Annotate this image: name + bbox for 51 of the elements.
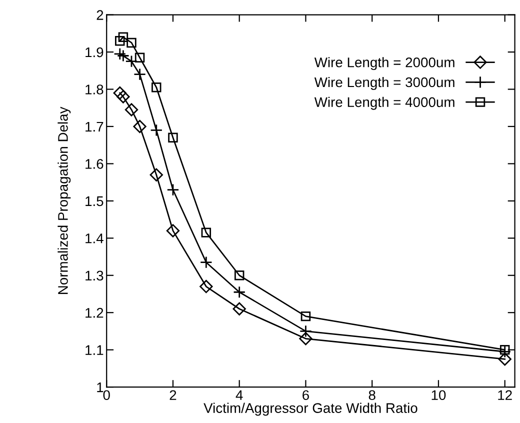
x-tick-label: 2 (170, 390, 176, 400)
legend-label: Wire Length = 2000um (314, 57, 454, 70)
point (234, 270, 244, 280)
x-axis-title: Victim/Aggressor Gate Width Ratio (204, 402, 418, 416)
x-tick-label: 6 (302, 390, 309, 400)
point (125, 55, 138, 68)
legend-label: Wire Length = 3000um (314, 76, 454, 90)
y-tick-label: 1.7 (86, 122, 104, 132)
point (166, 184, 180, 196)
point (498, 352, 512, 366)
point (166, 224, 180, 238)
x-tick-label: 12 (498, 390, 512, 400)
y-tick-label: 1.1 (86, 345, 104, 355)
legend-label: Wire Length = 4000um (314, 96, 454, 110)
point (124, 103, 138, 116)
point (201, 228, 212, 238)
x-tick-label: 4 (236, 390, 243, 400)
y-tick-label: 1.3 (86, 270, 104, 281)
y-axis-title: Normalized Propagation Delay (58, 106, 71, 294)
point (168, 132, 178, 143)
y-tick-label: 1 (97, 382, 104, 392)
x-tick-label: 8 (368, 390, 376, 400)
point (133, 120, 146, 134)
point (126, 38, 136, 48)
point (115, 36, 125, 46)
point (300, 311, 311, 322)
point (299, 332, 312, 346)
point (134, 68, 146, 81)
point (152, 82, 162, 92)
y-tick-label: 1.8 (86, 84, 104, 94)
y-tick-label: 1.2 (86, 308, 104, 318)
point (500, 344, 510, 355)
point (113, 86, 126, 100)
point (200, 256, 212, 269)
point (200, 280, 213, 294)
point (118, 32, 128, 42)
x-tick-label: 0 (103, 390, 110, 400)
x-tick-label: 10 (432, 390, 446, 400)
point (233, 286, 246, 298)
point (116, 90, 130, 104)
y-tick-label: 1.9 (86, 47, 104, 58)
point (498, 345, 512, 358)
point (299, 324, 312, 338)
point (232, 302, 246, 316)
point (150, 168, 163, 182)
y-tick-label: 1.5 (86, 196, 104, 206)
y-tick-label: 2 (96, 10, 104, 20)
y-tick-label: 1.4 (86, 234, 104, 244)
point (134, 52, 145, 62)
point (150, 124, 163, 136)
y-tick-label: 1.6 (86, 159, 104, 169)
